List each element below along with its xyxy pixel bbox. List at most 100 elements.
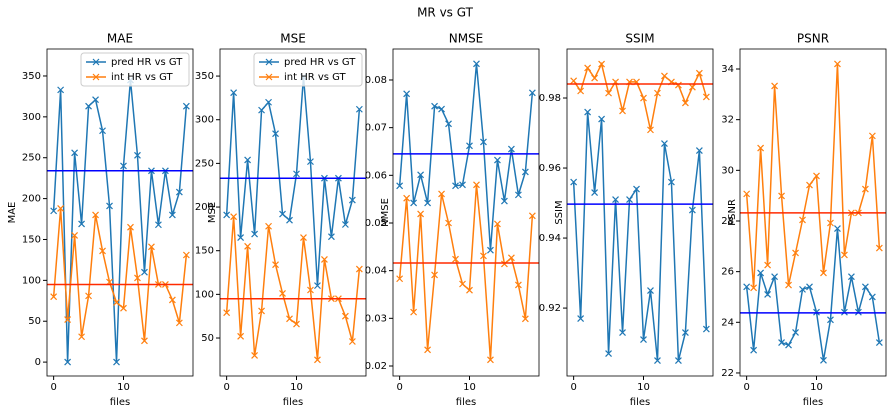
marker [500, 260, 508, 268]
marker [92, 96, 99, 104]
y-tick-label: 200 [22, 194, 41, 205]
marker [452, 255, 459, 263]
marker [410, 308, 418, 316]
marker [175, 319, 183, 327]
series-line [573, 61, 708, 131]
marker [452, 182, 459, 190]
marker [827, 316, 834, 324]
marker [598, 115, 606, 123]
subplot: PSNR files PSNR 0 10 22 24 26 28 30 32 34 [721, 32, 887, 408]
marker [237, 332, 245, 340]
marker [500, 197, 508, 205]
y-tick-label: 0.98 [539, 93, 561, 104]
marker [251, 352, 259, 359]
y-tick-label: 300 [195, 115, 214, 126]
marker [778, 339, 785, 346]
marker [168, 296, 176, 304]
marker [570, 77, 578, 85]
x-axis-label: files [803, 397, 823, 408]
legend-marker [92, 58, 100, 66]
marker [78, 333, 86, 341]
y-tick-label: 100 [22, 275, 41, 286]
marker [521, 315, 529, 323]
marker [528, 212, 536, 220]
marker [438, 190, 445, 198]
marker [417, 171, 425, 179]
marker [702, 325, 710, 333]
marker [182, 102, 190, 110]
marker [293, 170, 300, 178]
marker [875, 339, 883, 346]
marker [813, 308, 820, 316]
marker [272, 130, 279, 138]
marker [410, 199, 418, 207]
y-axis-label: PSNR [727, 199, 738, 226]
axes-frame [46, 48, 194, 377]
marker [99, 247, 106, 255]
subplot: MSE files MSE 0 10 50 100 150 200 250 300 350 pred H… [195, 32, 367, 408]
marker [591, 74, 599, 82]
marker [314, 356, 321, 364]
marker [341, 221, 349, 228]
marker [695, 69, 703, 77]
legend-label: pred HR vs GT [284, 57, 356, 68]
marker [431, 102, 438, 110]
x-tick-label: 0 [743, 382, 749, 393]
marker [113, 358, 120, 366]
subplot-title: MAE [107, 32, 133, 46]
marker [633, 185, 640, 193]
marker [85, 102, 92, 110]
y-axis-label: NMSE [380, 198, 391, 227]
marker [293, 320, 300, 328]
y-tick-label: 200 [195, 202, 214, 213]
x-tick-label: 10 [117, 382, 130, 393]
marker [868, 293, 876, 301]
marker [605, 350, 612, 358]
series-line [225, 216, 361, 360]
y-tick-label: 150 [22, 234, 41, 245]
marker [702, 93, 710, 101]
marker [466, 286, 473, 294]
marker [286, 216, 293, 224]
marker [612, 196, 619, 203]
marker [661, 140, 668, 147]
marker [743, 190, 751, 198]
y-tick-label: 50 [28, 316, 41, 327]
marker [50, 207, 58, 215]
y-tick-label: 0.03 [365, 313, 387, 324]
marker [286, 315, 293, 323]
marker [861, 283, 869, 291]
y-tick-label: 0 [35, 357, 41, 368]
marker [57, 86, 65, 94]
marker [647, 287, 654, 294]
y-tick-label: 34 [721, 64, 734, 75]
marker [507, 145, 515, 153]
marker [834, 225, 841, 233]
x-tick-label: 0 [396, 382, 402, 393]
marker [141, 268, 148, 276]
marker [785, 341, 792, 349]
marker [244, 156, 252, 164]
marker [674, 357, 682, 365]
marker [584, 108, 592, 116]
axes-frame [392, 48, 540, 377]
marker [134, 151, 141, 159]
marker [605, 89, 612, 97]
marker [424, 199, 432, 207]
x-axis-label: files [110, 397, 130, 408]
legend-marker [265, 58, 273, 66]
marker [120, 304, 127, 312]
marker [321, 256, 328, 263]
marker [841, 308, 848, 316]
marker [799, 216, 806, 224]
marker [106, 202, 113, 210]
legend-box [80, 52, 190, 87]
x-axis-label: files [456, 397, 476, 408]
y-tick-label: 0.96 [539, 163, 561, 174]
marker [799, 285, 806, 293]
x-axis-label: files [630, 397, 650, 408]
marker [459, 181, 466, 189]
marker [141, 337, 148, 345]
subplot-title: SSIM [625, 32, 654, 46]
